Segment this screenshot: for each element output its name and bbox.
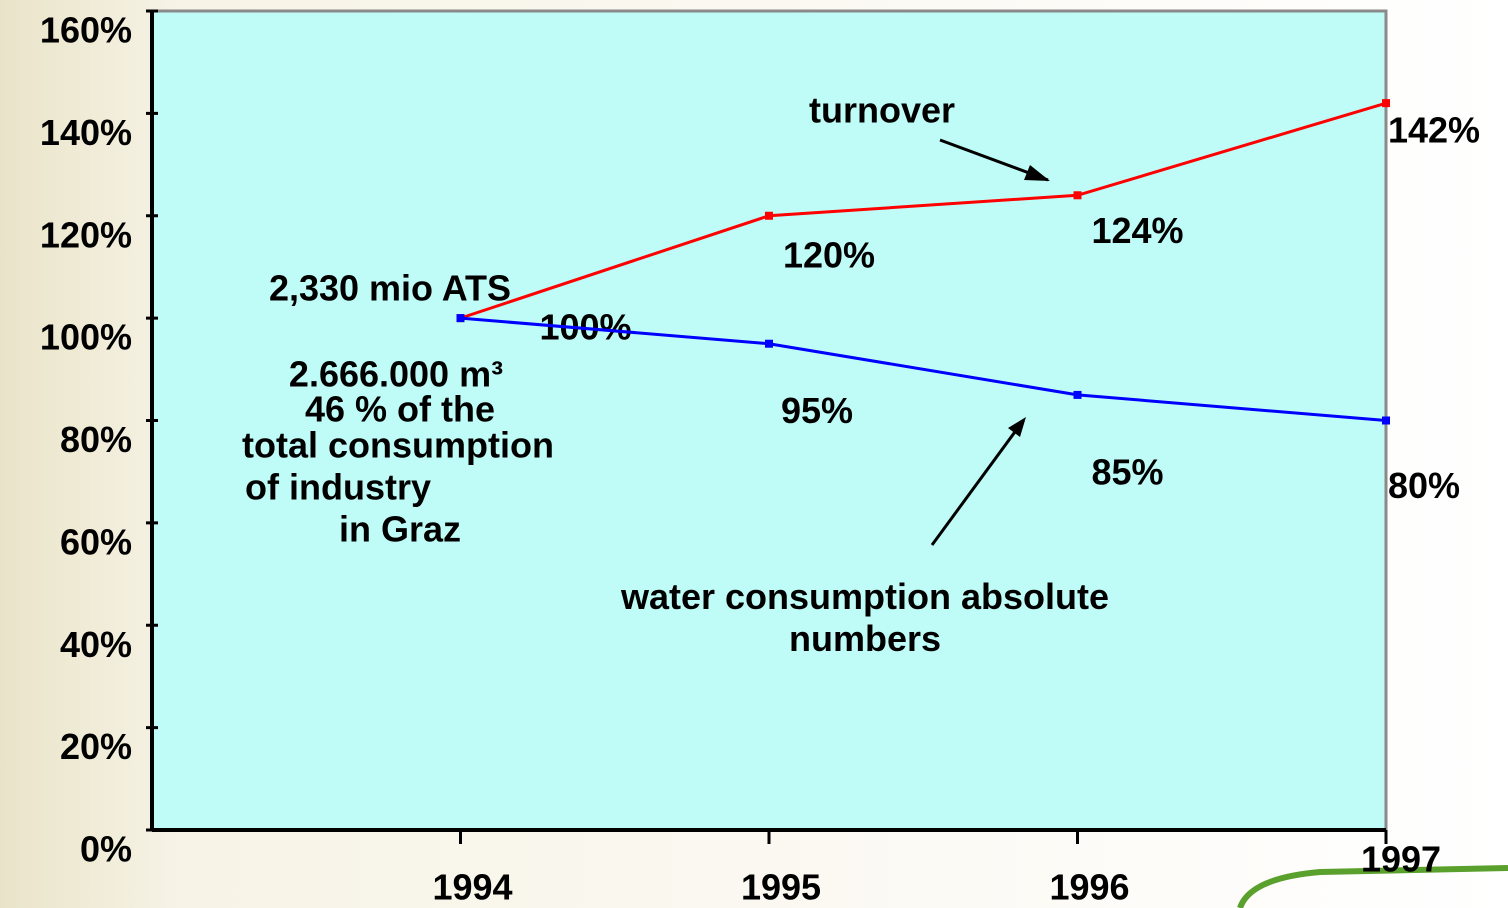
point bbox=[457, 314, 465, 322]
series-label-box: water consumption absolute numbers bbox=[620, 576, 1110, 666]
y-tick-label: 0% bbox=[80, 829, 132, 870]
y-tick-label: 60% bbox=[60, 521, 132, 562]
y-tick-label: 40% bbox=[60, 624, 132, 665]
data-label: 120% bbox=[783, 234, 875, 275]
series-label: turnover bbox=[809, 90, 955, 131]
y-tick-label: 80% bbox=[60, 419, 132, 460]
y-tick-label: 100% bbox=[40, 317, 132, 358]
data-label: 80% bbox=[1388, 465, 1460, 506]
point bbox=[1074, 191, 1082, 199]
data-label: 85% bbox=[1091, 451, 1163, 492]
x-tick-label: 1994 bbox=[432, 867, 512, 908]
x-tick-label: 1995 bbox=[741, 867, 821, 908]
x-tick-label: 1996 bbox=[1049, 867, 1129, 908]
data-label: 124% bbox=[1091, 210, 1183, 251]
annotation: in Graz bbox=[339, 509, 461, 550]
data-label: 142% bbox=[1388, 110, 1480, 151]
y-tick-label: 160% bbox=[40, 10, 132, 51]
point bbox=[1382, 99, 1390, 107]
y-tick-label: 120% bbox=[40, 214, 132, 255]
point bbox=[1074, 391, 1082, 399]
point bbox=[765, 212, 773, 220]
point bbox=[765, 340, 773, 348]
y-tick-label: 20% bbox=[60, 726, 132, 767]
annotation: total consumption bbox=[242, 425, 554, 466]
annotation: 46 % of the bbox=[305, 389, 495, 430]
series-label: water consumption absolute numbers bbox=[620, 576, 1110, 660]
point bbox=[1382, 417, 1390, 425]
annotation: of industry bbox=[245, 467, 431, 508]
annotation: 2,330 mio ATS bbox=[269, 268, 511, 309]
y-tick-label: 140% bbox=[40, 112, 132, 153]
chart: 0% 20% 40% 60% 80% 100% 120% 140% 160% 1994 1995 19… bbox=[0, 0, 1508, 908]
data-label: 95% bbox=[781, 390, 853, 431]
x-tick-label: 1997 bbox=[1361, 839, 1441, 880]
